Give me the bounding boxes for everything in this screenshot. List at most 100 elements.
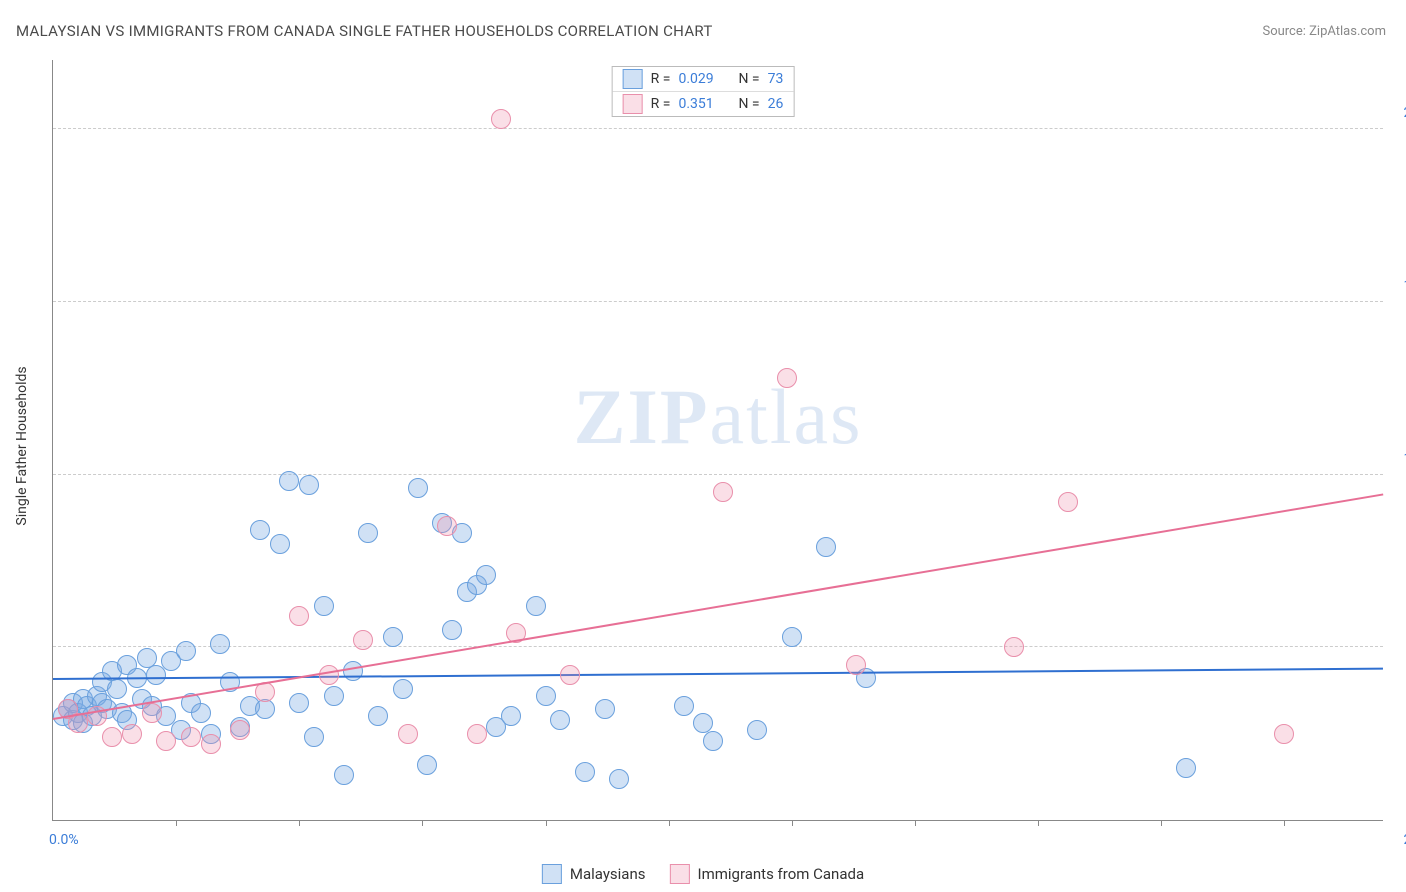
r-label: R = (651, 96, 671, 112)
data-point (1176, 758, 1196, 778)
x-tick (1161, 820, 1162, 826)
n-label: N = (738, 71, 759, 87)
legend-swatch (623, 94, 643, 114)
data-point (491, 109, 511, 129)
data-point (334, 765, 354, 785)
x-tick (176, 820, 177, 826)
n-label: N = (738, 96, 759, 112)
x-tick (546, 820, 547, 826)
data-point (156, 731, 176, 751)
watermark-bold: ZIP (574, 373, 710, 460)
x-tick (299, 820, 300, 826)
r-label: R = (651, 71, 671, 87)
data-point (526, 596, 546, 616)
data-point (314, 596, 334, 616)
data-point (575, 762, 595, 782)
data-point (393, 679, 413, 699)
gridline (53, 474, 1383, 475)
data-point (476, 565, 496, 585)
data-point (319, 665, 339, 685)
stats-legend-row: R = 0.029 N = 73 (613, 67, 794, 91)
data-point (201, 734, 221, 754)
x-origin-label: 0.0% (49, 832, 79, 848)
gridline (53, 128, 1383, 129)
data-point (747, 720, 767, 740)
data-point (1274, 724, 1294, 744)
x-tick (1038, 820, 1039, 826)
data-point (358, 523, 378, 543)
data-point (703, 731, 723, 751)
data-point (107, 679, 127, 699)
series-legend-label: Immigrants from Canada (697, 865, 864, 883)
x-tick (1284, 820, 1285, 826)
n-value: 26 (768, 96, 784, 112)
data-point (176, 641, 196, 661)
data-point (442, 620, 462, 640)
data-point (816, 537, 836, 557)
data-point (343, 661, 363, 681)
data-point (674, 696, 694, 716)
data-point (595, 699, 615, 719)
y-axis-label: Single Father Households (14, 366, 30, 525)
r-value: 0.029 (678, 71, 724, 87)
data-point (777, 368, 797, 388)
n-value: 73 (768, 71, 784, 87)
data-point (122, 724, 142, 744)
chart-title: MALAYSIAN VS IMMIGRANTS FROM CANADA SING… (16, 22, 713, 40)
data-point (368, 706, 388, 726)
trend-line (53, 668, 1383, 680)
x-tick (792, 820, 793, 826)
data-point (437, 516, 457, 536)
x-tick (915, 820, 916, 826)
data-point (324, 686, 344, 706)
data-point (536, 686, 556, 706)
data-point (289, 693, 309, 713)
stats-legend-row: R = 0.351 N = 26 (613, 91, 794, 116)
data-point (1004, 637, 1024, 657)
data-point (408, 478, 428, 498)
watermark: ZIPatlas (574, 372, 863, 462)
series-legend-label: Malaysians (570, 865, 646, 883)
data-point (467, 724, 487, 744)
data-point (299, 475, 319, 495)
data-point (353, 630, 373, 650)
r-value: 0.351 (678, 96, 724, 112)
data-point (191, 703, 211, 723)
data-point (550, 710, 570, 730)
data-point (501, 706, 521, 726)
series-legend-item: Immigrants from Canada (669, 864, 864, 884)
source-label: Source: ZipAtlas.com (1262, 24, 1386, 39)
x-tick (669, 820, 670, 826)
stats-legend: R = 0.029 N = 73 R = 0.351 N = 26 (612, 66, 795, 117)
x-tick (422, 820, 423, 826)
data-point (560, 665, 580, 685)
legend-swatch (623, 69, 643, 89)
series-legend-item: Malaysians (542, 864, 646, 884)
data-point (383, 627, 403, 647)
gridline (53, 646, 1383, 647)
data-point (398, 724, 418, 744)
data-point (609, 769, 629, 789)
data-point (210, 634, 230, 654)
data-point (304, 727, 324, 747)
legend-swatch (669, 864, 689, 884)
data-point (255, 699, 275, 719)
data-point (181, 727, 201, 747)
chart-container: MALAYSIAN VS IMMIGRANTS FROM CANADA SING… (0, 0, 1406, 892)
series-legend: Malaysians Immigrants from Canada (542, 864, 864, 884)
data-point (417, 755, 437, 775)
gridline (53, 301, 1383, 302)
plot-area: ZIPatlas 0.0% 25.0% 5.0%10.0%15.0%20.0% (52, 60, 1383, 821)
data-point (270, 534, 290, 554)
legend-swatch (542, 864, 562, 884)
data-point (250, 520, 270, 540)
data-point (782, 627, 802, 647)
data-point (230, 720, 250, 740)
data-point (846, 655, 866, 675)
data-point (1058, 492, 1078, 512)
data-point (289, 606, 309, 626)
data-point (279, 471, 299, 491)
data-point (102, 727, 122, 747)
data-point (713, 482, 733, 502)
data-point (142, 703, 162, 723)
